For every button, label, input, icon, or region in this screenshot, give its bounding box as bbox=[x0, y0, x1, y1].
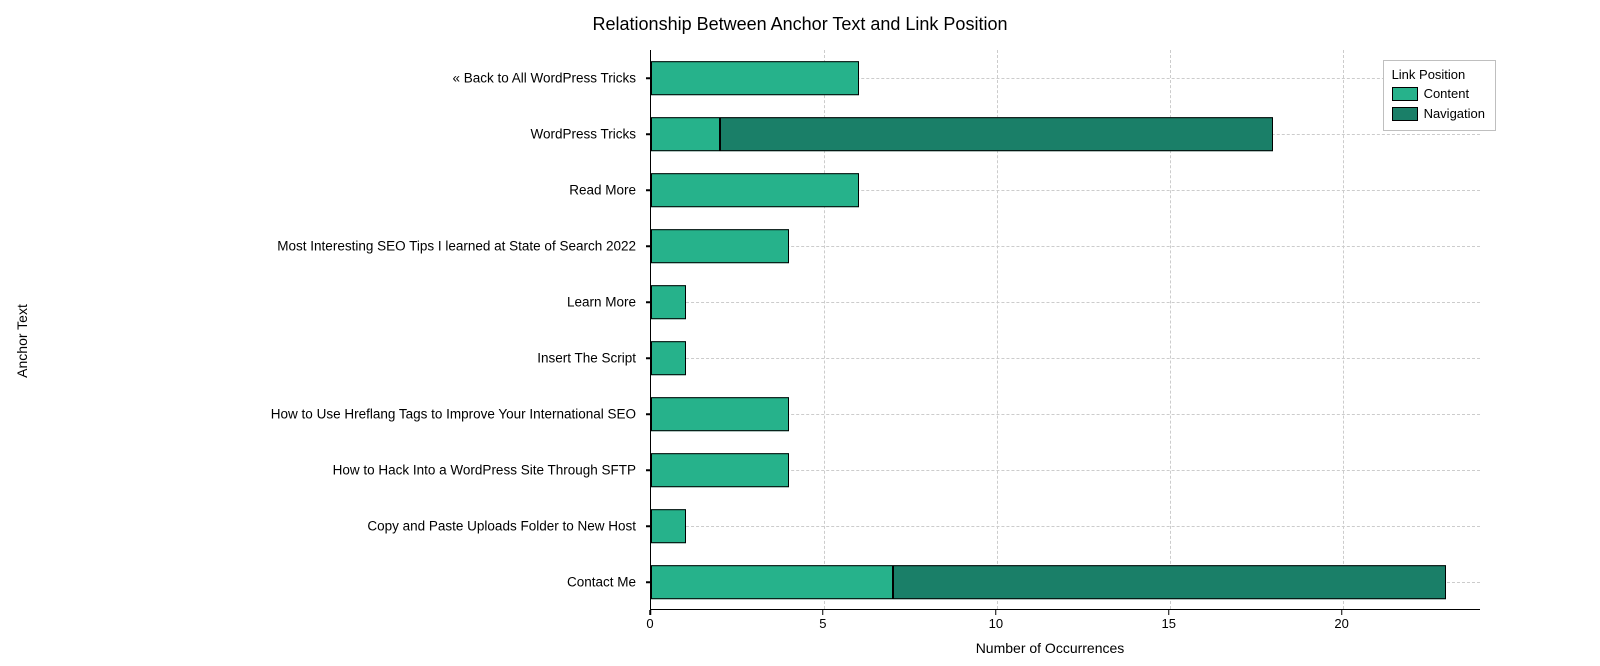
y-tick-mark bbox=[646, 189, 651, 191]
x-tick-label: 5 bbox=[803, 616, 843, 631]
y-tick-label: WordPress Tricks bbox=[22, 127, 642, 142]
y-tick-mark bbox=[646, 245, 651, 247]
x-axis-label: Number of Occurrences bbox=[650, 640, 1450, 656]
legend-item-navigation: Navigation bbox=[1392, 104, 1485, 124]
x-tick-label: 20 bbox=[1322, 616, 1362, 631]
gridline-horizontal bbox=[651, 358, 1480, 359]
x-tick-mark bbox=[822, 610, 824, 615]
y-tick-label: Copy and Paste Uploads Folder to New Hos… bbox=[22, 519, 642, 534]
y-tick-mark bbox=[646, 301, 651, 303]
chart-container: Relationship Between Anchor Text and Lin… bbox=[20, 10, 1580, 656]
x-tick-mark bbox=[995, 610, 997, 615]
bar-content bbox=[651, 397, 789, 431]
y-tick-label: Read More bbox=[22, 183, 642, 198]
bar-content bbox=[651, 229, 789, 263]
bar-content bbox=[651, 565, 893, 599]
legend-item-content: Content bbox=[1392, 84, 1485, 104]
bar-content bbox=[651, 453, 789, 487]
y-tick-label: How to Hack Into a WordPress Site Throug… bbox=[22, 463, 642, 478]
legend: Link Position Content Navigation bbox=[1383, 60, 1496, 131]
plot-area bbox=[650, 50, 1480, 610]
y-tick-mark bbox=[646, 581, 651, 583]
x-tick-mark bbox=[649, 610, 651, 615]
legend-label-content: Content bbox=[1424, 84, 1470, 104]
y-tick-mark bbox=[646, 77, 651, 79]
y-tick-mark bbox=[646, 133, 651, 135]
y-tick-label: Insert The Script bbox=[22, 351, 642, 366]
y-tick-label: Contact Me bbox=[22, 575, 642, 590]
y-tick-mark bbox=[646, 413, 651, 415]
y-tick-label: Most Interesting SEO Tips I learned at S… bbox=[22, 239, 642, 254]
x-tick-label: 10 bbox=[976, 616, 1016, 631]
bar-content bbox=[651, 61, 859, 95]
bar-content bbox=[651, 509, 686, 543]
x-tick-mark bbox=[1341, 610, 1343, 615]
gridline-horizontal bbox=[651, 302, 1480, 303]
bar-content bbox=[651, 173, 859, 207]
bar-content bbox=[651, 117, 720, 151]
y-tick-mark bbox=[646, 525, 651, 527]
bar-navigation bbox=[720, 117, 1273, 151]
y-tick-mark bbox=[646, 357, 651, 359]
x-tick-mark bbox=[1168, 610, 1170, 615]
y-tick-label: Learn More bbox=[22, 295, 642, 310]
legend-label-navigation: Navigation bbox=[1424, 104, 1485, 124]
chart-title: Relationship Between Anchor Text and Lin… bbox=[593, 14, 1008, 35]
bar-content bbox=[651, 285, 686, 319]
bar-navigation bbox=[893, 565, 1446, 599]
x-tick-label: 15 bbox=[1149, 616, 1189, 631]
x-tick-label: 0 bbox=[630, 616, 670, 631]
legend-swatch-content bbox=[1392, 87, 1418, 101]
y-tick-label: How to Use Hreflang Tags to Improve Your… bbox=[22, 407, 642, 422]
gridline-horizontal bbox=[651, 526, 1480, 527]
legend-title: Link Position bbox=[1392, 67, 1485, 82]
y-tick-label: « Back to All WordPress Tricks bbox=[22, 71, 642, 86]
bar-content bbox=[651, 341, 686, 375]
y-axis-label: Anchor Text bbox=[14, 304, 30, 378]
legend-swatch-navigation bbox=[1392, 107, 1418, 121]
y-tick-mark bbox=[646, 469, 651, 471]
